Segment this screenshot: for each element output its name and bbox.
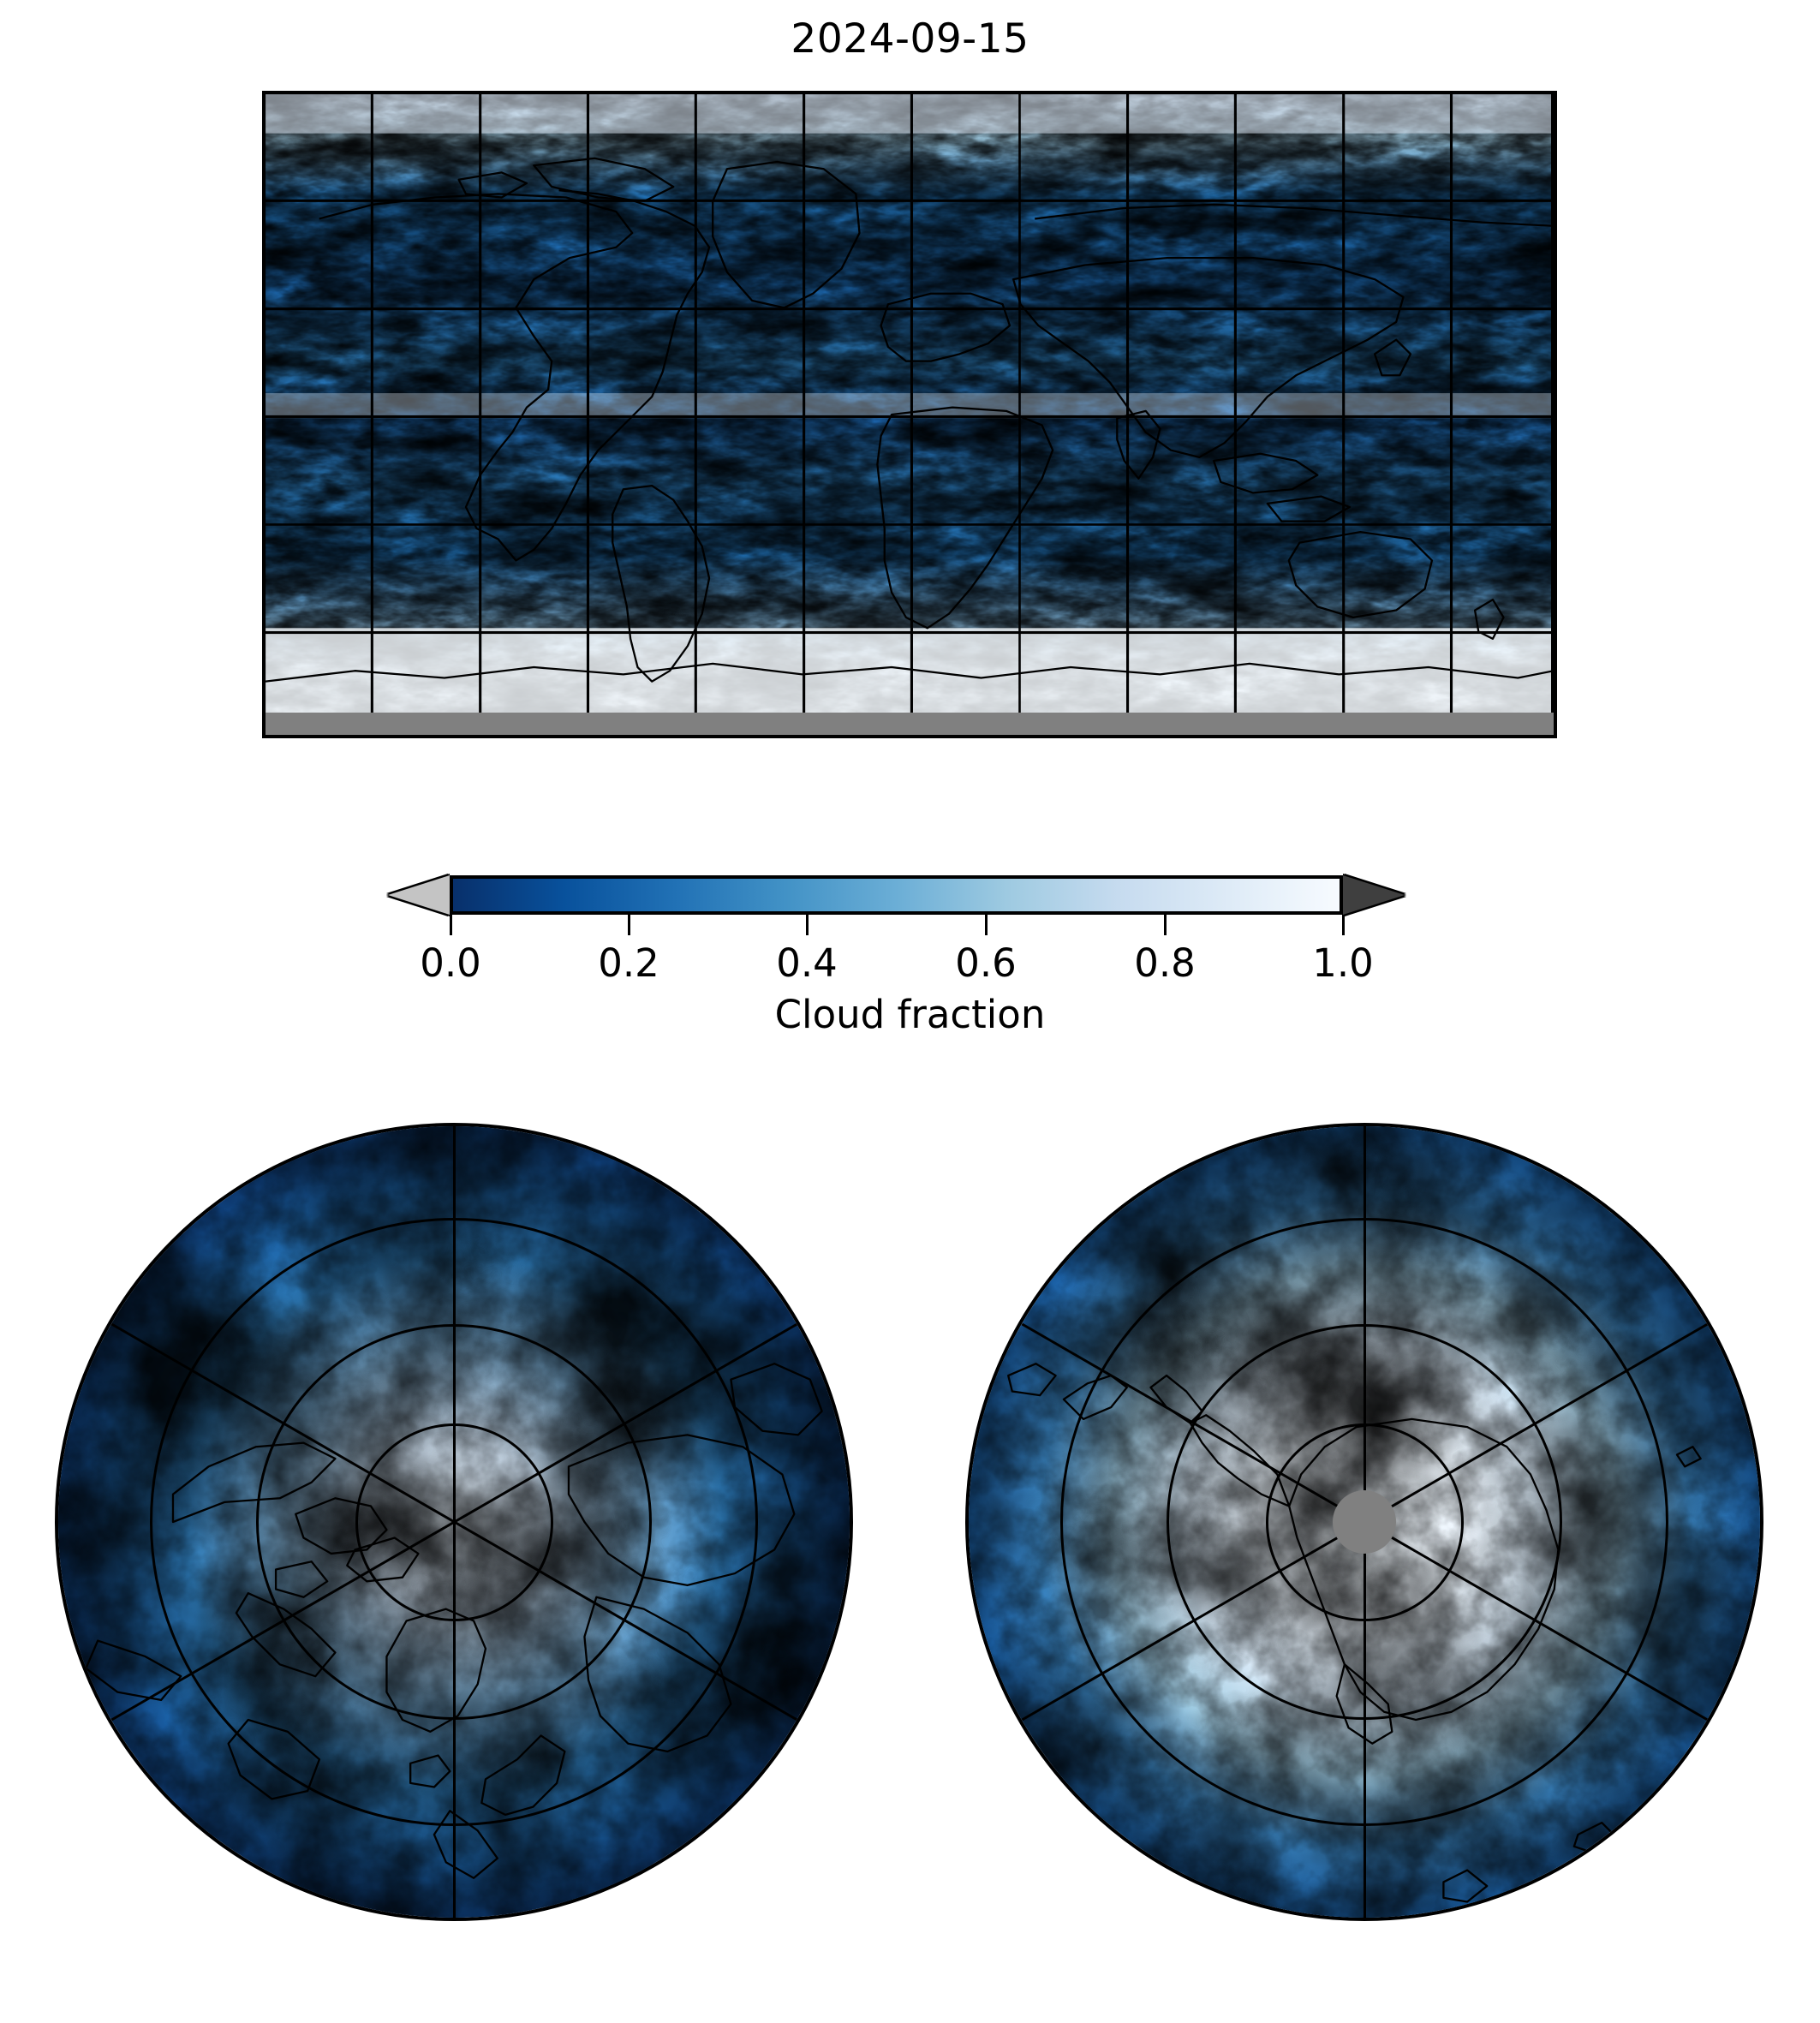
colorbar: 0.0 0.2 0.4 0.6 0.8 1.0 Cloud fraction bbox=[0, 865, 1820, 1037]
colorbar-tick-3 bbox=[985, 915, 988, 935]
colorbar-tick-5 bbox=[1342, 915, 1345, 935]
colorbar-ticklabel-2: 0.4 bbox=[776, 940, 838, 986]
colorbar-tick-4 bbox=[1164, 915, 1167, 935]
colorbar-gradient bbox=[453, 879, 1340, 911]
north-polar-cloud-fraction-map bbox=[55, 1123, 853, 1921]
south-polar-cloud-fraction-map bbox=[965, 1123, 1763, 1921]
north-polar-coastlines bbox=[85, 1363, 823, 1879]
colorbar-ticklabel-1: 0.2 bbox=[598, 940, 659, 986]
page-title: 2024-09-15 bbox=[791, 15, 1029, 63]
colorbar-over-extend-arrow bbox=[1343, 875, 1405, 915]
colorbar-axis-label: Cloud fraction bbox=[774, 992, 1046, 1037]
south-polar-missing-data-disc bbox=[1333, 1490, 1396, 1554]
colorbar-ticklabel-0: 0.0 bbox=[420, 940, 481, 986]
global-map-missing-data-band bbox=[266, 713, 1554, 735]
colorbar-ticklabel-3: 0.6 bbox=[955, 940, 1017, 986]
south-polar-disc bbox=[965, 1123, 1763, 1921]
global-map-graticule bbox=[266, 94, 1554, 735]
colorbar-ticklabel-4: 0.8 bbox=[1134, 940, 1196, 986]
colorbar-ticklabel-5: 1.0 bbox=[1312, 940, 1374, 986]
colorbar-tick-0 bbox=[450, 915, 452, 935]
global-cloud-fraction-map bbox=[262, 91, 1557, 738]
colorbar-under-extend-arrow bbox=[388, 875, 450, 915]
colorbar-tick-2 bbox=[806, 915, 809, 935]
north-polar-disc bbox=[55, 1123, 853, 1921]
colorbar-tick-1 bbox=[628, 915, 630, 935]
colorbar-bar[interactable] bbox=[450, 875, 1343, 915]
